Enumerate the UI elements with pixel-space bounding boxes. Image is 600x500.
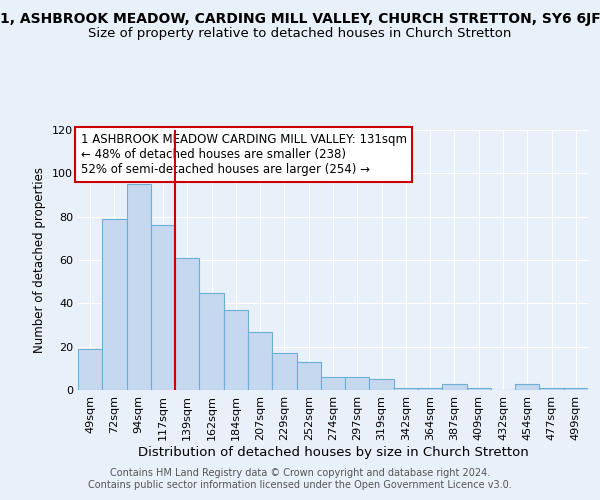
Bar	[442, 384, 467, 390]
Text: Contains HM Land Registry data © Crown copyright and database right 2024.
Contai: Contains HM Land Registry data © Crown c…	[88, 468, 512, 490]
Text: Size of property relative to detached houses in Church Stretton: Size of property relative to detached ho…	[88, 28, 512, 40]
Bar	[248, 332, 272, 390]
Bar	[370, 379, 394, 390]
Y-axis label: Number of detached properties: Number of detached properties	[34, 167, 46, 353]
Bar	[102, 219, 127, 390]
Bar	[296, 362, 321, 390]
Bar	[418, 388, 442, 390]
Bar	[564, 388, 588, 390]
Bar	[394, 388, 418, 390]
Text: 1, ASHBROOK MEADOW, CARDING MILL VALLEY, CHURCH STRETTON, SY6 6JF: 1, ASHBROOK MEADOW, CARDING MILL VALLEY,…	[0, 12, 600, 26]
Bar	[175, 258, 199, 390]
Bar	[321, 377, 345, 390]
Bar	[78, 349, 102, 390]
Bar	[467, 388, 491, 390]
Bar	[199, 292, 224, 390]
Bar	[272, 353, 296, 390]
Bar	[127, 184, 151, 390]
Text: 1 ASHBROOK MEADOW CARDING MILL VALLEY: 131sqm
← 48% of detached houses are small: 1 ASHBROOK MEADOW CARDING MILL VALLEY: 1…	[80, 132, 407, 176]
Bar	[224, 310, 248, 390]
Bar	[515, 384, 539, 390]
Bar	[539, 388, 564, 390]
Bar	[345, 377, 370, 390]
X-axis label: Distribution of detached houses by size in Church Stretton: Distribution of detached houses by size …	[137, 446, 529, 458]
Bar	[151, 226, 175, 390]
